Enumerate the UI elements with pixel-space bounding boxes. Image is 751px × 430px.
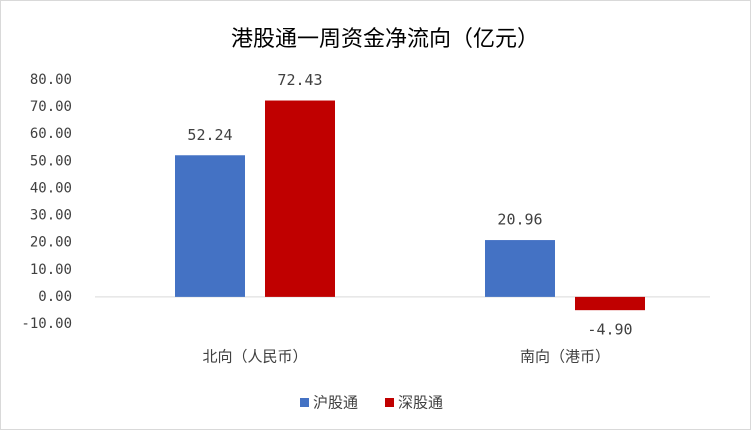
data-label: -4.90 [587,321,632,339]
y-tick-label: 80.00 [30,72,72,88]
bar [265,100,335,297]
chart-title: 港股通一周资金净流向（亿元） [231,27,539,52]
y-tick-label: 40.00 [30,180,72,196]
y-tick-label: 70.00 [30,99,72,115]
legend-label: 深股通 [398,394,443,412]
legend-swatch [385,398,394,407]
legend-label: 沪股通 [313,394,358,412]
bar [575,296,645,311]
bar [175,155,245,297]
y-tick-label: 20.00 [30,235,72,251]
y-tick-label: 10.00 [30,262,72,278]
data-label: 72.43 [277,71,322,89]
legend-swatch [300,398,309,407]
y-tick-label: 60.00 [30,126,72,142]
bar [485,240,555,297]
x-tick-label: 北向（人民币） [202,348,307,366]
y-tick-label: 0.00 [38,289,72,305]
y-tick-label: 30.00 [30,208,72,224]
y-tick-label: 50.00 [30,153,72,169]
data-label: 52.24 [187,126,232,144]
x-tick-label: 南向（港币） [520,348,610,366]
data-label: 20.96 [497,211,542,229]
y-tick-label: -10.00 [21,316,72,332]
